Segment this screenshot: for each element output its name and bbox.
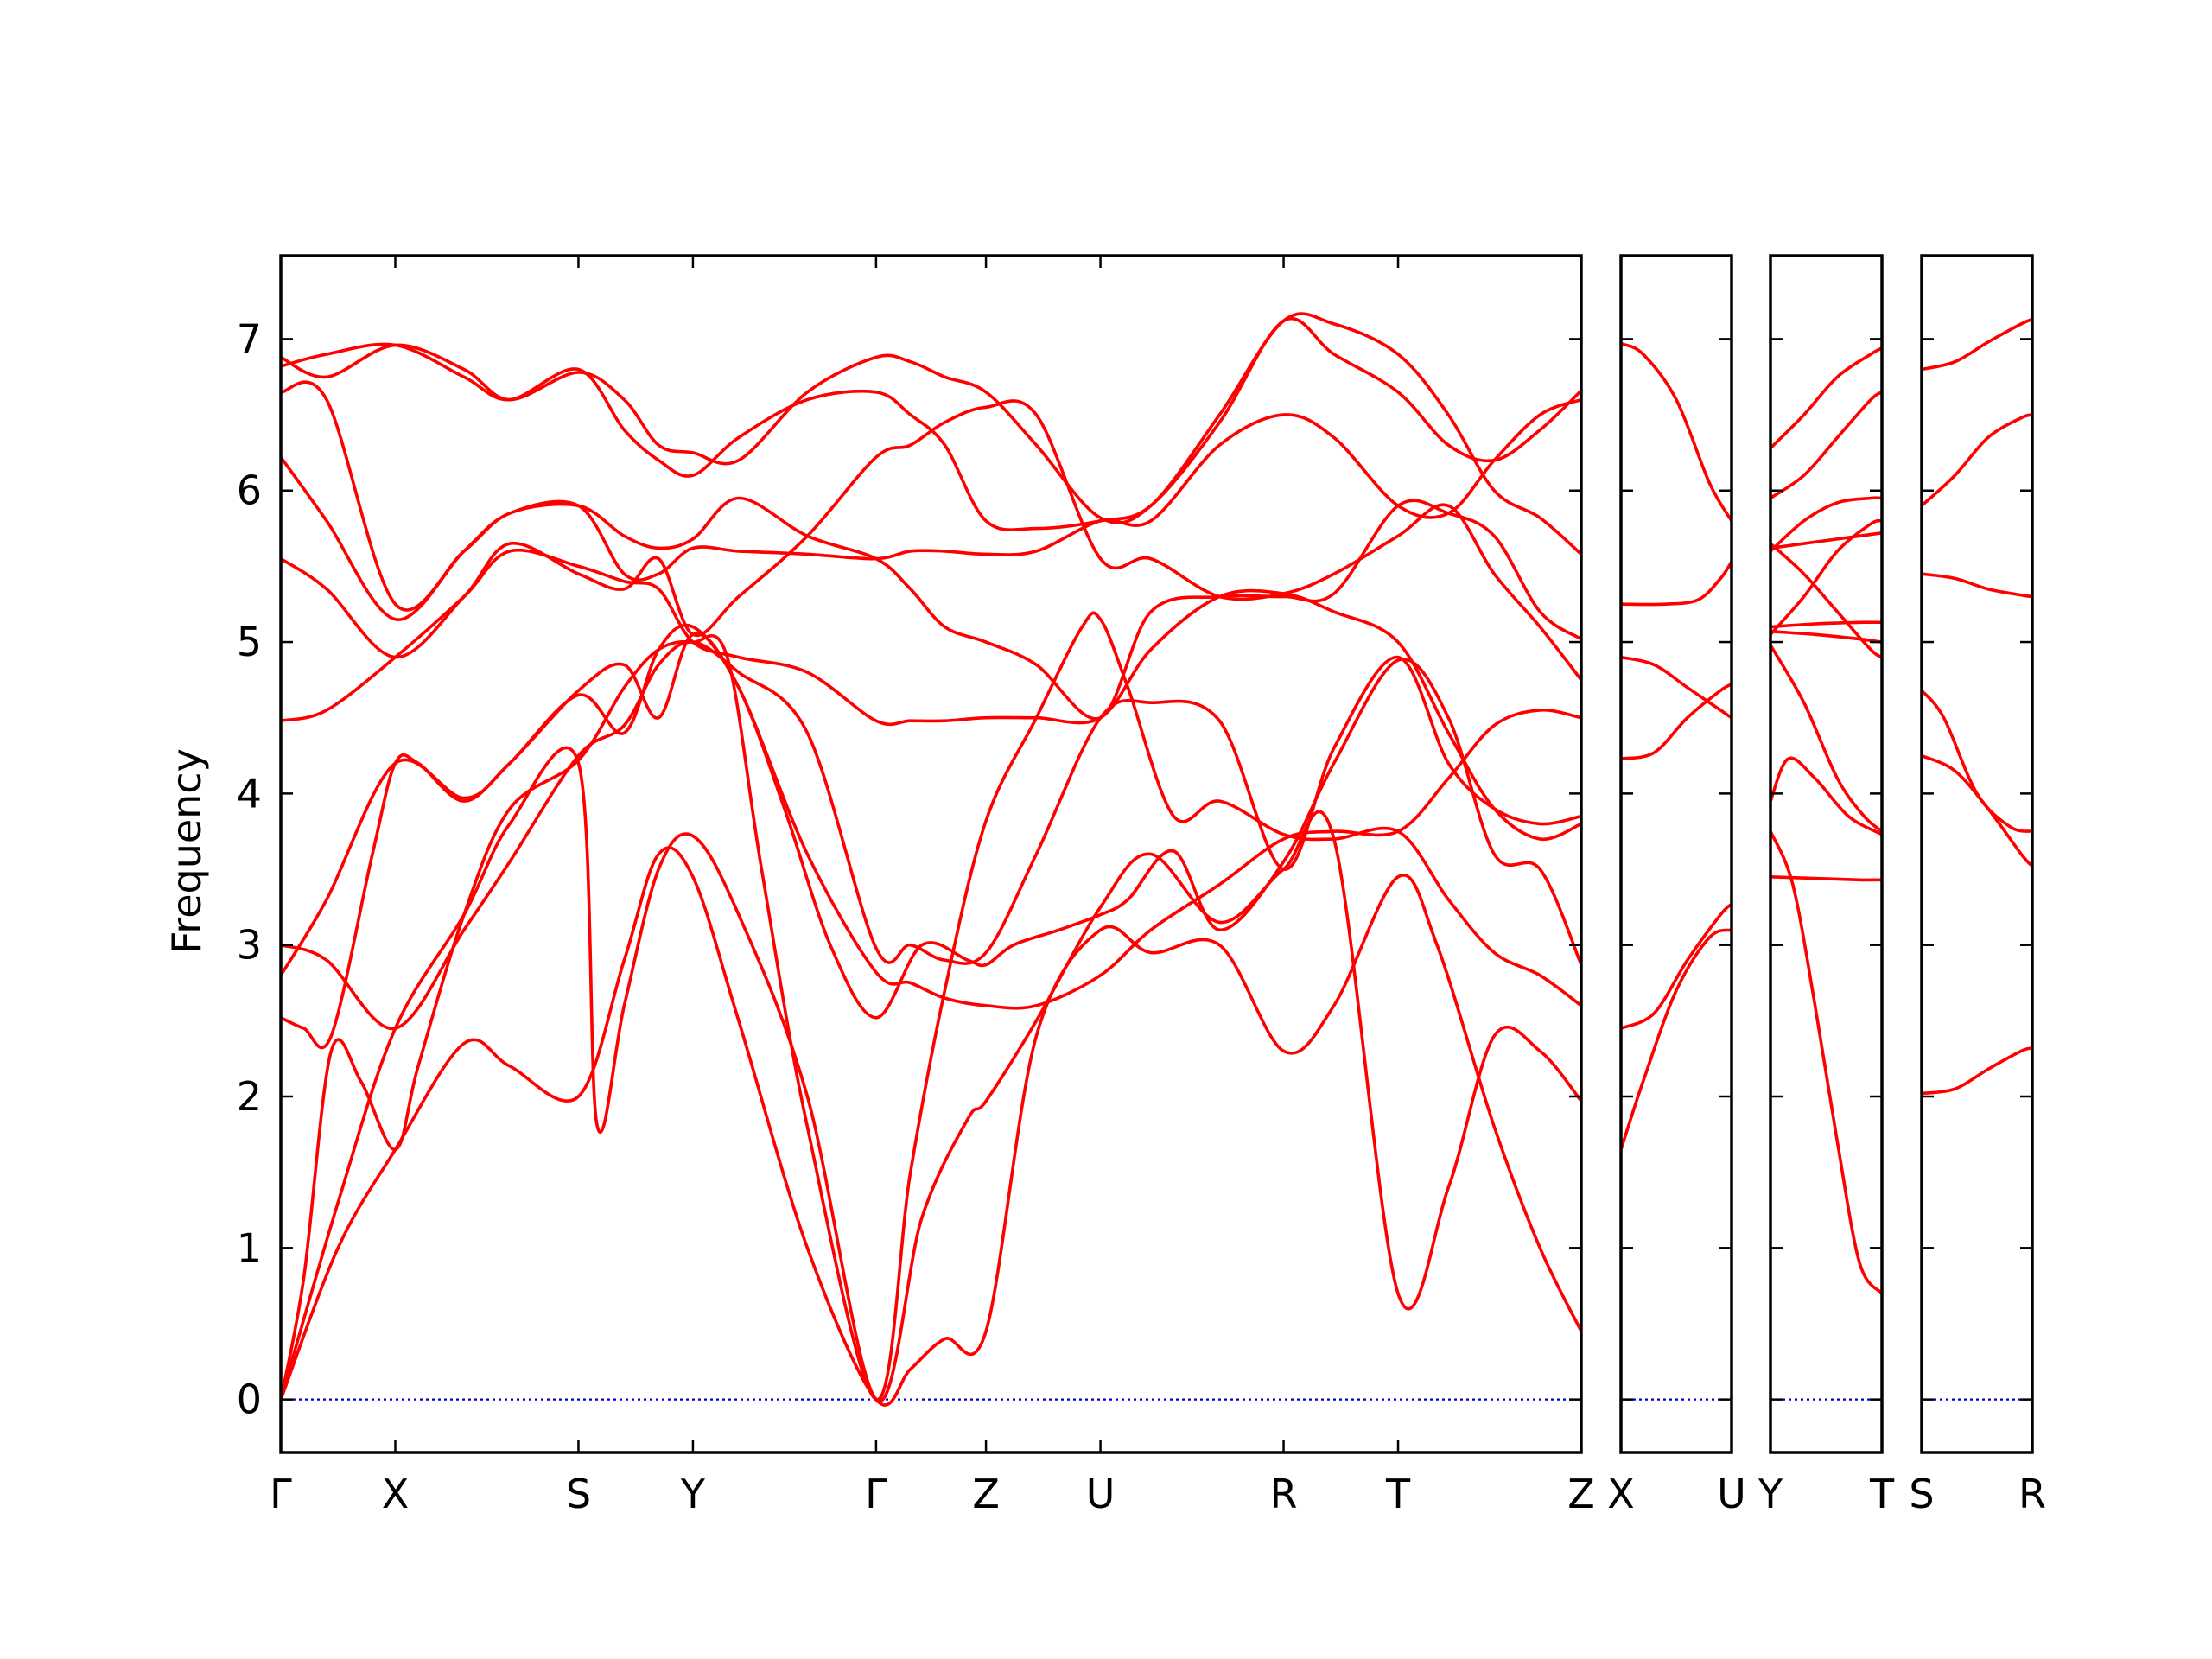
panel-1-bands xyxy=(1621,341,1732,1401)
kpoint-label: Γ xyxy=(270,1471,292,1517)
kpoint-label: U xyxy=(1086,1471,1116,1517)
y-tick-label: 6 xyxy=(237,467,262,514)
panel-frame xyxy=(1920,254,2034,1454)
band-line xyxy=(1770,630,1882,644)
panel-frame xyxy=(279,254,1583,1454)
panel-frame xyxy=(1769,254,1884,1454)
kpoint-label: Y xyxy=(1758,1471,1783,1517)
band-line xyxy=(1621,902,1732,1030)
panel-0-bands xyxy=(281,312,1581,1407)
band-line xyxy=(281,846,1581,1407)
y-tick-label: 2 xyxy=(237,1073,262,1120)
band-line xyxy=(281,399,1581,682)
kpoint-label: X xyxy=(382,1471,410,1517)
band-line xyxy=(1621,655,1732,720)
band-line xyxy=(1922,413,2032,508)
band-line xyxy=(281,380,1581,612)
band-line xyxy=(1922,1046,2032,1096)
band-line xyxy=(1770,542,1882,659)
band-line xyxy=(1770,643,1882,833)
band-line xyxy=(1770,518,1882,637)
band-line xyxy=(1922,572,2032,599)
kpoint-label: R xyxy=(2018,1471,2046,1517)
kpoint-label: Γ xyxy=(865,1471,887,1517)
band-line xyxy=(1922,753,2032,868)
band-line xyxy=(1922,317,2032,372)
y-tick-label: 5 xyxy=(237,619,262,665)
band-line xyxy=(281,312,1581,556)
band-line xyxy=(1770,756,1882,836)
band-line xyxy=(1621,341,1732,523)
frames-layer xyxy=(279,254,2034,1454)
y-tick-label: 7 xyxy=(237,315,262,362)
band-line xyxy=(1922,689,2032,833)
band-line xyxy=(1770,531,1882,550)
kpoint-label: Y xyxy=(680,1471,706,1517)
band-line xyxy=(1621,928,1732,1152)
band-line xyxy=(1621,683,1732,760)
band-line xyxy=(281,746,1581,1403)
band-line xyxy=(281,640,1581,1030)
band-line xyxy=(281,317,1581,532)
panel-2-bands xyxy=(1770,346,1882,1401)
kpoint-label: S xyxy=(1909,1471,1934,1517)
kpoint-label: Z xyxy=(972,1471,1000,1517)
kpoint-label: T xyxy=(1869,1471,1895,1517)
kpoint-label: U xyxy=(1717,1471,1746,1517)
y-tick-label: 0 xyxy=(237,1376,262,1423)
band-line xyxy=(281,632,1581,1010)
band-line xyxy=(1770,830,1882,1295)
band-line xyxy=(1770,346,1882,450)
band-line xyxy=(281,548,1581,841)
y-tick-label: 4 xyxy=(237,770,262,817)
kpoint-label: X xyxy=(1607,1471,1635,1517)
kpoint-label: R xyxy=(1270,1471,1298,1517)
kpoint-label: T xyxy=(1385,1471,1411,1517)
kpoint-label: S xyxy=(566,1471,591,1517)
y-axis-label: Frequency xyxy=(163,748,210,954)
kpoint-label: Z xyxy=(1567,1471,1595,1517)
bands-layer xyxy=(281,312,2032,1407)
panel-3-bands xyxy=(1922,317,2032,1401)
panel-frame xyxy=(1619,254,1733,1454)
band-line xyxy=(1770,496,1882,553)
band-line xyxy=(1770,875,1882,882)
y-tick-label: 1 xyxy=(237,1224,262,1271)
y-tick-label: 3 xyxy=(237,922,262,969)
band-line xyxy=(1621,560,1732,607)
band-line xyxy=(281,623,1581,1050)
band-line xyxy=(1770,391,1882,500)
band-line xyxy=(281,611,1581,1402)
band-line xyxy=(1770,620,1882,629)
